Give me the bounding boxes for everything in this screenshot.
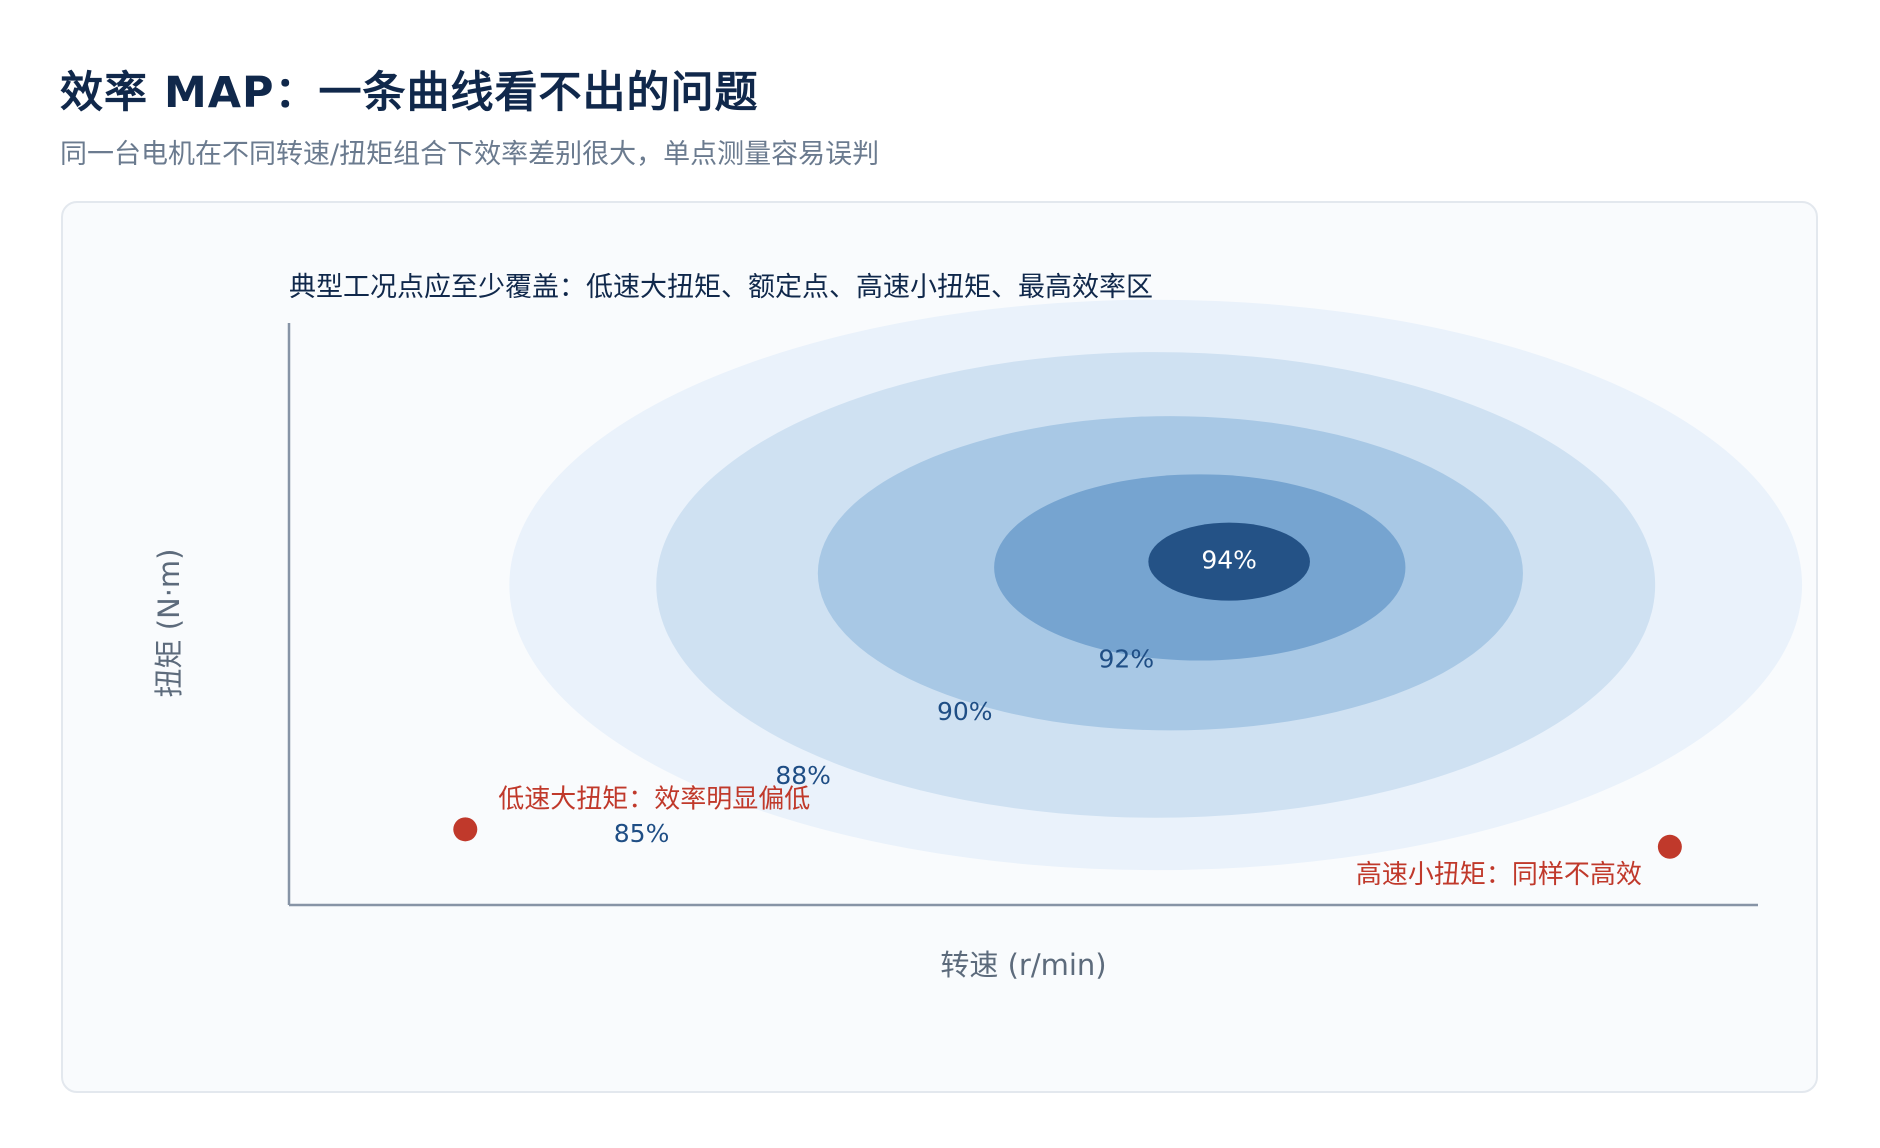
y-axis-label: 扭矩 (N·m) (152, 548, 186, 697)
chart-card: 85% 88% 90% 92% 94% 典型工况点应至少覆盖：低速大扭矩、额定点、高速小… (61, 201, 1818, 1093)
efficiency-label-94: 94% (1201, 546, 1257, 575)
efficiency-label-85: 85% (614, 819, 670, 848)
efficiency-bands (509, 299, 1803, 871)
efficiency-label-88: 88% (775, 761, 831, 790)
x-axis-label: 转速 (r/min) (940, 948, 1106, 982)
operating-point-label-1: 低速大扭矩：效率明显偏低 (498, 784, 810, 814)
chart-axes (287, 323, 1758, 907)
operating-point-label-2: 高速小扭矩：同样不高效 (1356, 860, 1642, 890)
efficiency-map-chart: 85% 88% 90% 92% 94% 典型工况点应至少覆盖：低速大扭矩、额定点、高速小… (152, 272, 1803, 982)
efficiency-band-94 (1148, 522, 1310, 601)
coverage-note: 典型工况点应至少覆盖：低速大扭矩、额定点、高速小扭矩、最高效率区 (289, 272, 1153, 303)
operating-point-2 (1657, 834, 1682, 859)
page-title: 效率 MAP：一条曲线看不出的问题 (60, 68, 759, 118)
efficiency-label-92: 92% (1099, 645, 1155, 674)
operating-point-1 (453, 817, 478, 842)
efficiency-band-labels: 85% 88% 90% 92% 94% (614, 546, 1257, 849)
efficiency-label-90: 90% (937, 697, 993, 726)
page-subtitle: 同一台电机在不同转速/扭矩组合下效率差别很大，单点测量容易误判 (60, 139, 880, 170)
